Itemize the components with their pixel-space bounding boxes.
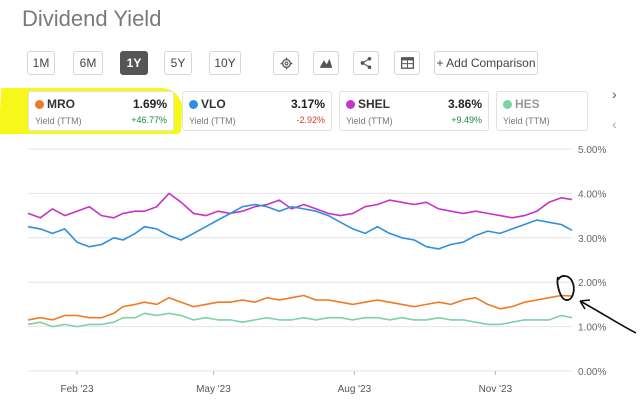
dividend-yield-chart: 5.00% 4.00% 3.00% 2.00% 1.00% 0.00% Feb '23 May… — [27, 145, 637, 395]
table-view-button[interactable] — [394, 51, 420, 75]
gear-icon — [280, 57, 292, 69]
annotation-arrow-head — [579, 299, 591, 310]
x-tick-label: May '23 — [196, 384, 231, 395]
yield-label: Yield (TTM) — [189, 116, 236, 126]
series-color-dot — [503, 100, 512, 109]
range-button-5y[interactable]: 5Y — [164, 51, 192, 75]
share-button[interactable] — [353, 51, 379, 75]
series-line-vlo — [27, 203, 573, 250]
y-tick-label: 3.00% — [578, 234, 606, 245]
y-tick-label: 4.00% — [578, 189, 606, 200]
y-tick-label: 0.00% — [578, 367, 606, 378]
annotation-marks — [556, 275, 637, 334]
add-comparison-button[interactable]: + Add Comparison — [434, 51, 538, 75]
series-line-shel — [27, 192, 573, 219]
yield-label: Yield (TTM) — [503, 116, 550, 126]
next-cards-arrow[interactable]: › — [612, 86, 617, 102]
annotation-arrow-line — [579, 300, 637, 334]
chart-type-button[interactable] — [313, 51, 339, 75]
y-tick-label: 5.00% — [578, 145, 606, 156]
x-tick-label: Nov '23 — [479, 384, 513, 395]
yield-change: +46.77% — [131, 115, 167, 125]
yield-change: -2.92% — [296, 115, 325, 125]
range-button-10y[interactable]: 10Y — [209, 51, 241, 75]
range-button-6m[interactable]: 6M — [73, 51, 103, 75]
ticker-symbol: MRO — [47, 97, 75, 111]
series-line-mro — [27, 294, 573, 321]
ticker-card-mro[interactable]: MRO 1.69% Yield (TTM) +46.77% — [28, 91, 174, 131]
ticker-symbol: HES — [515, 97, 540, 111]
range-button-1m[interactable]: 1M — [27, 51, 55, 75]
yield-label: Yield (TTM) — [346, 116, 393, 126]
yield-value: 1.69% — [132, 97, 167, 111]
prev-cards-arrow[interactable]: ‹ — [612, 116, 617, 132]
ticker-card-vlo[interactable]: VLO 3.17% Yield (TTM) -2.92% — [182, 91, 332, 131]
yield-value: 3.86% — [447, 97, 482, 111]
table-icon — [400, 57, 414, 69]
ticker-card-shel[interactable]: SHEL 3.86% Yield (TTM) +9.49% — [339, 91, 489, 131]
series-line-hes — [27, 312, 573, 328]
series-color-dot — [346, 100, 355, 109]
series-color-dot — [189, 100, 198, 109]
yield-value: 3.17% — [290, 97, 325, 111]
yield-change: +9.49% — [451, 115, 482, 125]
ticker-card-hes[interactable]: HES Yield (TTM) — [496, 91, 588, 131]
x-tick-label: Feb '23 — [61, 384, 94, 395]
ticker-symbol: SHEL — [358, 97, 391, 111]
mountain-chart-icon — [319, 58, 333, 68]
range-button-1y[interactable]: 1Y — [120, 51, 148, 75]
yield-label: Yield (TTM) — [35, 116, 82, 126]
settings-button[interactable] — [273, 51, 299, 75]
y-tick-label: 2.00% — [578, 278, 606, 289]
annotation-circle — [556, 275, 575, 301]
series-color-dot — [35, 100, 44, 109]
y-tick-label: 1.00% — [578, 323, 606, 334]
ticker-symbol: VLO — [201, 97, 226, 111]
x-tick-label: Aug '23 — [338, 384, 372, 395]
page-title: Dividend Yield — [22, 6, 162, 31]
share-icon — [360, 56, 372, 70]
